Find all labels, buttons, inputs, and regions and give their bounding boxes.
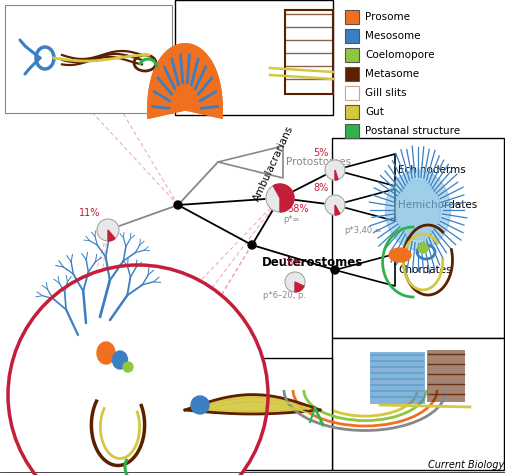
Circle shape <box>284 272 305 292</box>
Text: 18%: 18% <box>282 258 303 268</box>
Wedge shape <box>273 184 293 212</box>
Text: Deuterostomes: Deuterostomes <box>262 256 363 269</box>
Polygon shape <box>218 146 282 178</box>
Text: Echinoderms: Echinoderms <box>397 165 465 175</box>
Polygon shape <box>147 44 222 118</box>
Text: 8%: 8% <box>313 183 328 193</box>
Wedge shape <box>294 282 304 292</box>
Text: Postanal structure: Postanal structure <box>364 126 459 136</box>
Circle shape <box>247 241 256 249</box>
Text: Chordates: Chordates <box>397 265 451 275</box>
Bar <box>344 67 358 81</box>
Circle shape <box>330 201 338 209</box>
Circle shape <box>330 166 338 174</box>
Circle shape <box>123 362 133 372</box>
Wedge shape <box>334 205 339 215</box>
Text: Coelomopore: Coelomopore <box>364 50 434 60</box>
Ellipse shape <box>388 248 410 262</box>
Bar <box>331 138 503 338</box>
Circle shape <box>174 201 182 209</box>
Text: Ambulacrarians: Ambulacrarians <box>251 124 295 202</box>
Polygon shape <box>185 395 319 414</box>
Bar <box>5 5 172 113</box>
Bar <box>344 86 358 100</box>
Bar <box>344 48 358 62</box>
Text: Protostomes: Protostomes <box>285 157 350 167</box>
Wedge shape <box>108 230 115 241</box>
Ellipse shape <box>385 170 449 250</box>
Bar <box>369 352 424 404</box>
Ellipse shape <box>395 180 440 240</box>
Bar <box>344 105 358 119</box>
Bar <box>344 124 358 138</box>
Circle shape <box>324 160 344 180</box>
Bar <box>284 10 332 94</box>
Text: p*6–20, p.: p*6–20, p. <box>263 291 306 300</box>
Circle shape <box>266 184 293 212</box>
Polygon shape <box>334 254 394 286</box>
Text: Gill slits: Gill slits <box>364 88 406 98</box>
Text: p*∞: p*∞ <box>283 215 300 224</box>
Text: p*3,40,∞: p*3,40,∞ <box>343 226 381 235</box>
Text: 5%: 5% <box>313 148 328 158</box>
Text: Prosome: Prosome <box>364 12 409 22</box>
Circle shape <box>330 266 338 274</box>
Polygon shape <box>334 154 394 186</box>
Text: 58%: 58% <box>287 204 308 214</box>
Bar <box>344 29 358 43</box>
Ellipse shape <box>97 342 115 364</box>
Polygon shape <box>426 350 464 402</box>
Bar <box>344 10 358 24</box>
Text: Mesosome: Mesosome <box>364 31 420 41</box>
Text: Current Biology: Current Biology <box>427 460 503 470</box>
Ellipse shape <box>112 351 127 369</box>
Bar <box>175 0 332 115</box>
Polygon shape <box>334 189 394 221</box>
Circle shape <box>275 194 283 202</box>
Text: Hemichordates: Hemichordates <box>397 200 476 210</box>
Circle shape <box>97 219 119 241</box>
Circle shape <box>190 396 209 414</box>
Text: 11%: 11% <box>79 208 100 218</box>
Bar <box>175 358 331 470</box>
Circle shape <box>8 265 268 475</box>
Circle shape <box>103 225 113 235</box>
Bar <box>331 338 503 470</box>
Circle shape <box>324 195 344 215</box>
Wedge shape <box>334 170 337 180</box>
Circle shape <box>417 243 427 253</box>
Text: Gut: Gut <box>364 107 383 117</box>
Text: Metasome: Metasome <box>364 69 418 79</box>
